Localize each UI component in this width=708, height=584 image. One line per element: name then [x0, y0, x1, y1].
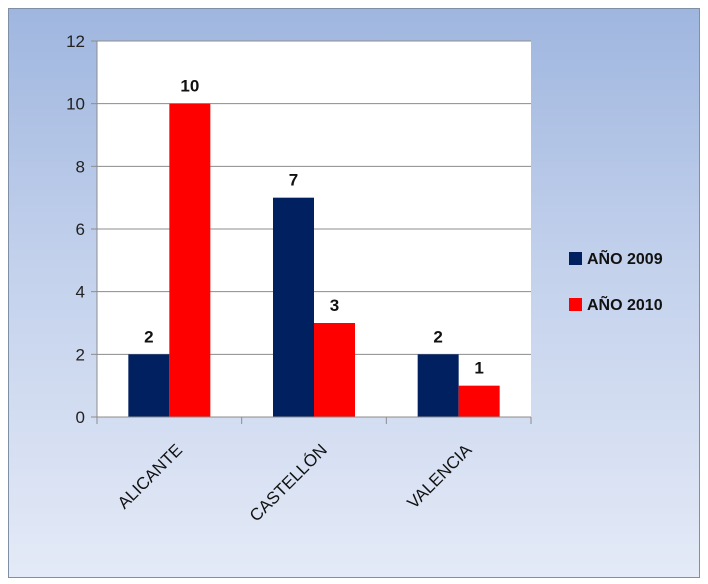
bars: [128, 103, 500, 418]
bar-año-2010-castellón: [314, 323, 355, 417]
legend-swatch: [569, 252, 582, 265]
chart-frame: 0 2 4 6 8 10 12 ALICANTE CASTELLÓN VALENCIA 2 10 7 3…: [8, 8, 700, 578]
y-tick-label: 8: [76, 157, 85, 176]
y-tick-label: 2: [76, 345, 85, 364]
x-category-label: VALENCIA: [403, 440, 475, 512]
data-label: 3: [330, 296, 339, 315]
bar-año-2010-valencia: [458, 385, 500, 417]
data-label: 1: [474, 359, 483, 378]
data-label: 2: [433, 327, 442, 346]
data-label: 2: [144, 327, 153, 346]
bar-año-2010-alicante: [169, 103, 211, 418]
bar-año-2009-valencia: [417, 354, 459, 417]
y-tick-label: 12: [66, 32, 85, 51]
data-label: 10: [180, 77, 199, 96]
y-tick-label: 6: [76, 220, 85, 239]
legend: AÑO 2009 AÑO 2010: [569, 248, 663, 314]
x-category-label: ALICANTE: [114, 440, 186, 512]
legend-swatch: [569, 298, 582, 311]
legend-label: AÑO 2009: [587, 248, 663, 268]
data-labels: 2 10 7 3 2 1: [144, 77, 484, 378]
y-tick-label: 0: [76, 408, 85, 427]
y-tick-label: 10: [66, 95, 85, 114]
bar-año-2009-alicante: [128, 354, 170, 417]
data-label: 7: [289, 171, 298, 190]
y-tick-label: 4: [76, 283, 85, 302]
legend-label: AÑO 2010: [587, 294, 663, 314]
bar-año-2009-castellón: [273, 197, 314, 417]
x-category-label: CASTELLÓN: [246, 440, 331, 525]
